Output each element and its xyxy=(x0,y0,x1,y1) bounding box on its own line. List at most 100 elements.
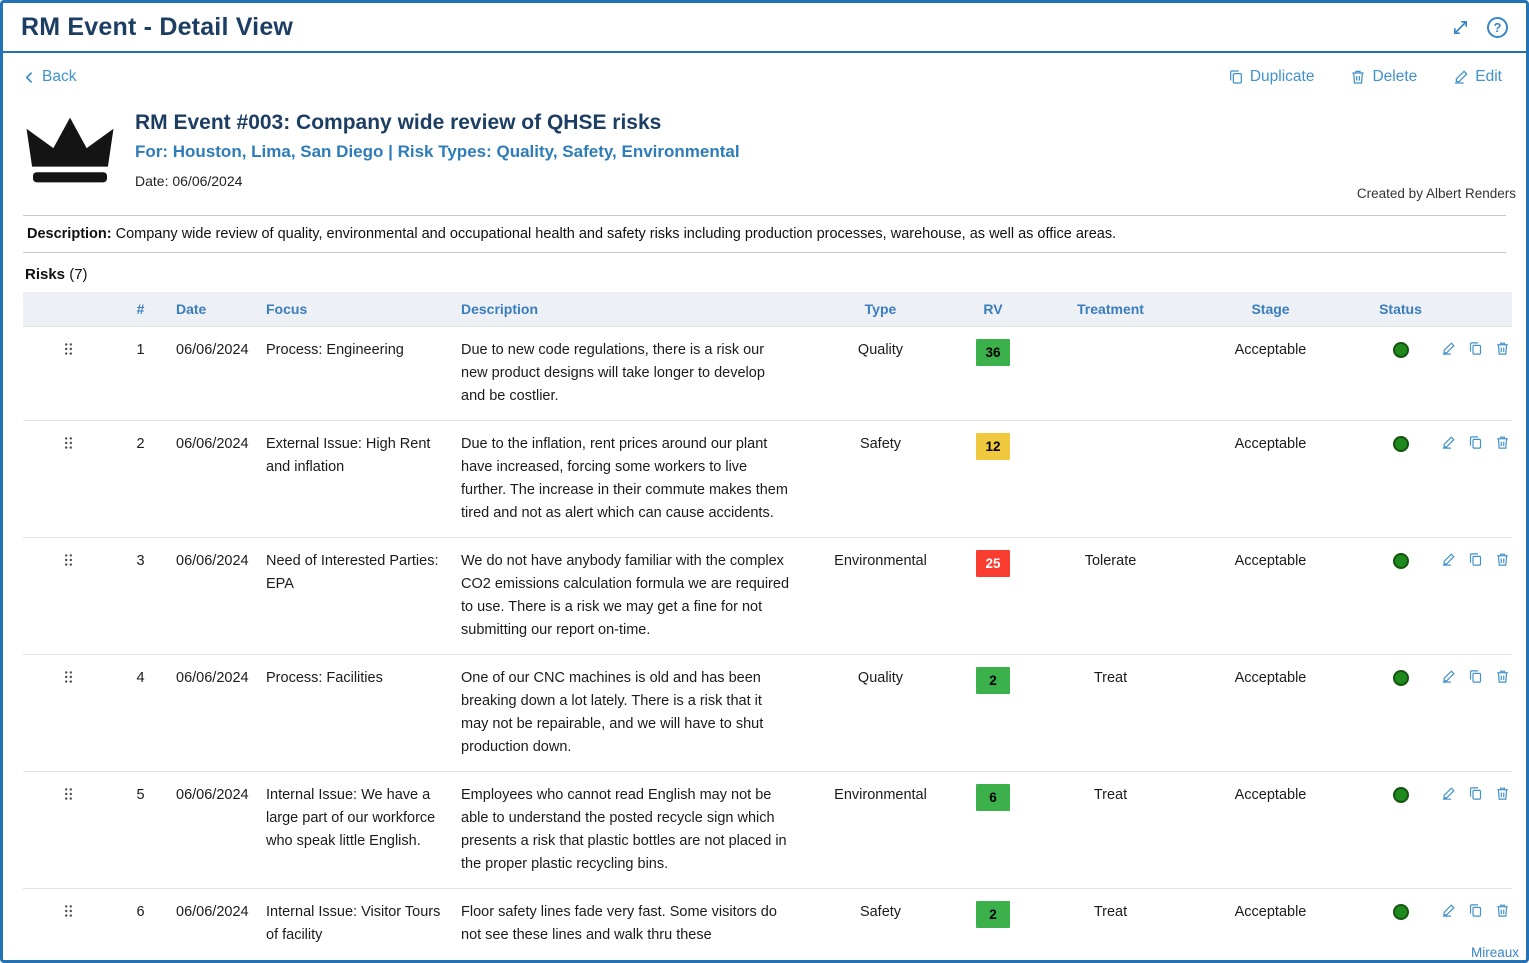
risk-row: 5 06/06/2024 Internal Issue: We have a l… xyxy=(23,770,1512,888)
risk-stage: Acceptable xyxy=(1173,419,1368,537)
risk-treatment: Treat xyxy=(1048,653,1173,771)
row-delete-icon[interactable] xyxy=(1495,435,1510,450)
risk-type: Quality xyxy=(823,325,938,420)
row-edit-icon[interactable] xyxy=(1441,903,1456,918)
delete-button[interactable]: Delete xyxy=(1350,68,1417,86)
drag-handle-icon[interactable] xyxy=(63,901,74,927)
risk-type: Safety xyxy=(823,887,938,959)
row-edit-icon[interactable] xyxy=(1441,786,1456,801)
risk-stage: Acceptable xyxy=(1173,536,1368,654)
col-focus: Focus xyxy=(258,292,453,326)
row-copy-icon[interactable] xyxy=(1468,786,1483,801)
rv-badge: 12 xyxy=(976,432,1010,460)
drag-handle-icon[interactable] xyxy=(63,667,74,693)
row-edit-icon[interactable] xyxy=(1441,435,1456,450)
col-stage: Stage xyxy=(1173,292,1368,326)
risk-date: 06/06/2024 xyxy=(168,419,258,537)
row-delete-icon[interactable] xyxy=(1495,669,1510,684)
risk-treatment: Tolerate xyxy=(1048,536,1173,654)
created-by: Created by Albert Renders xyxy=(1356,186,1516,201)
event-header: RM Event #003: Company wide review of QH… xyxy=(3,95,1526,207)
risk-stage: Acceptable xyxy=(1173,653,1368,771)
risk-row: 4 06/06/2024 Process: Facilities One of … xyxy=(23,653,1512,771)
row-copy-icon[interactable] xyxy=(1468,435,1483,450)
rv-badge: 6 xyxy=(976,783,1010,811)
edit-label: Edit xyxy=(1475,68,1502,85)
crown-icon xyxy=(23,111,117,192)
drag-handle-icon[interactable] xyxy=(63,433,74,459)
risk-treatment: Treat xyxy=(1048,887,1173,959)
drag-handle-icon[interactable] xyxy=(63,339,74,365)
risk-treatment xyxy=(1048,419,1173,537)
col-rv: RV xyxy=(938,292,1048,326)
row-edit-icon[interactable] xyxy=(1441,552,1456,567)
row-delete-icon[interactable] xyxy=(1495,552,1510,567)
delete-label: Delete xyxy=(1372,68,1418,85)
toolbar: Back Duplicate Delete Edit xyxy=(3,53,1526,95)
risk-focus: External Issue: High Rent and inflation xyxy=(258,419,453,537)
risk-date: 06/06/2024 xyxy=(168,770,258,888)
row-delete-icon[interactable] xyxy=(1495,903,1510,918)
help-icon[interactable]: ? xyxy=(1487,17,1508,38)
row-edit-icon[interactable] xyxy=(1441,669,1456,684)
row-actions xyxy=(1441,784,1508,801)
drag-handle-icon[interactable] xyxy=(63,550,74,576)
rv-badge: 2 xyxy=(976,666,1010,694)
rv-badge: 36 xyxy=(976,338,1010,366)
risk-date: 06/06/2024 xyxy=(168,653,258,771)
risks-table-header-row: # Date Focus Description Type RV Treatme… xyxy=(23,292,1512,326)
edit-button[interactable]: Edit xyxy=(1453,68,1502,86)
chevron-left-icon xyxy=(23,71,36,84)
risk-type: Safety xyxy=(823,419,938,537)
status-icon xyxy=(1392,669,1409,686)
risk-stage: Acceptable xyxy=(1173,887,1368,959)
drag-handle-icon[interactable] xyxy=(63,784,74,810)
col-date: Date xyxy=(168,292,258,326)
rv-badge: 2 xyxy=(976,900,1010,928)
duplicate-button[interactable]: Duplicate xyxy=(1228,68,1315,86)
risk-treatment xyxy=(1048,325,1173,420)
row-actions xyxy=(1441,433,1508,450)
row-copy-icon[interactable] xyxy=(1468,552,1483,567)
back-label: Back xyxy=(42,68,77,85)
risk-description: One of our CNC machines is old and has b… xyxy=(453,653,823,771)
col-description: Description xyxy=(453,292,823,326)
col-status: Status xyxy=(1368,292,1433,326)
event-date: Date: 06/06/2024 xyxy=(135,173,243,189)
risk-treatment: Treat xyxy=(1048,770,1173,888)
back-button[interactable]: Back xyxy=(23,68,76,86)
risk-type: Environmental xyxy=(823,770,938,888)
risks-table: # Date Focus Description Type RV Treatme… xyxy=(23,292,1512,959)
expand-icon[interactable] xyxy=(1452,19,1469,36)
risk-row: 2 06/06/2024 External Issue: High Rent a… xyxy=(23,419,1512,537)
risk-focus: Process: Facilities xyxy=(258,653,453,771)
row-copy-icon[interactable] xyxy=(1468,341,1483,356)
description-bar: Description: Company wide review of qual… xyxy=(23,215,1506,253)
row-delete-icon[interactable] xyxy=(1495,786,1510,801)
rv-badge: 25 xyxy=(976,549,1010,577)
risks-table-body: 1 06/06/2024 Process: Engineering Due to… xyxy=(23,325,1512,959)
risk-stage: Acceptable xyxy=(1173,325,1368,420)
duplicate-label: Duplicate xyxy=(1249,68,1315,85)
risk-description: Employees who cannot read English may no… xyxy=(453,770,823,888)
row-delete-icon[interactable] xyxy=(1495,341,1510,356)
risk-description: Due to new code regulations, there is a … xyxy=(453,325,823,420)
col-type: Type xyxy=(823,292,938,326)
trash-icon xyxy=(1350,69,1366,85)
risks-title: Risks xyxy=(25,266,66,283)
risk-row: 6 06/06/2024 Internal Issue: Visitor Tou… xyxy=(23,887,1512,959)
risk-num: 3 xyxy=(113,536,168,654)
status-icon xyxy=(1392,903,1409,920)
risk-focus: Process: Engineering xyxy=(258,325,453,420)
row-edit-icon[interactable] xyxy=(1441,341,1456,356)
row-copy-icon[interactable] xyxy=(1468,669,1483,684)
status-icon xyxy=(1392,552,1409,569)
risk-date: 06/06/2024 xyxy=(168,325,258,420)
row-actions xyxy=(1441,339,1508,356)
event-title: RM Event #003: Company wide review of QH… xyxy=(135,111,662,134)
risk-focus: Internal Issue: Visitor Tours of facilit… xyxy=(258,887,453,959)
col-actions xyxy=(1433,292,1512,326)
risk-num: 2 xyxy=(113,419,168,537)
row-copy-icon[interactable] xyxy=(1468,903,1483,918)
